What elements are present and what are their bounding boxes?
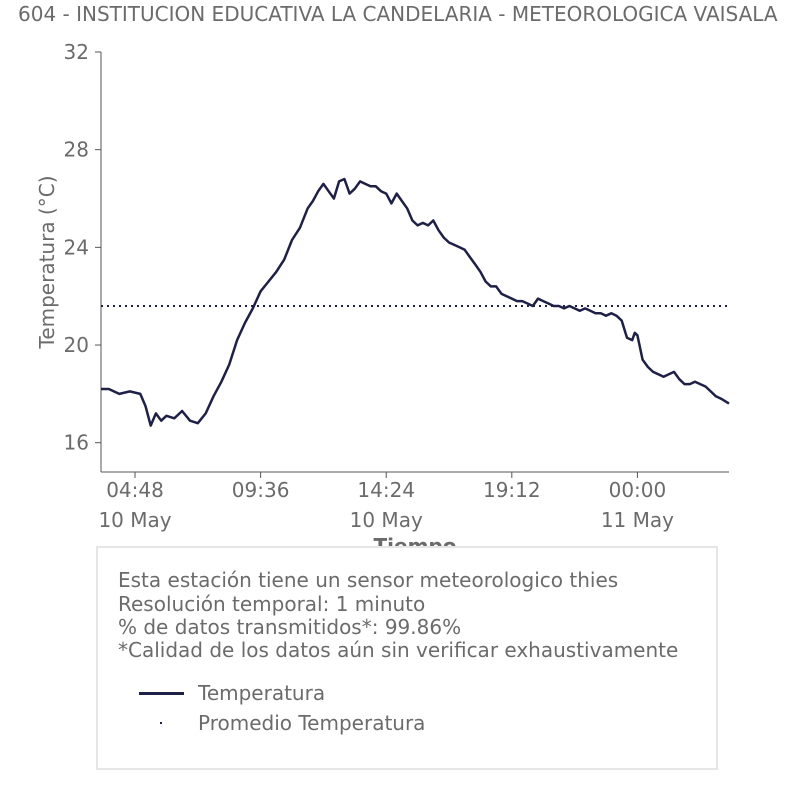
y-tick-label: 20: [64, 333, 89, 357]
x-tick-date-label: 11 May: [601, 508, 674, 532]
x-tick-label: 04:48: [106, 478, 164, 502]
y-tick-label: 28: [64, 138, 89, 162]
x-tick-label: 00:00: [609, 478, 667, 502]
y-tick-label: 24: [64, 235, 89, 259]
info-box: Esta estación tiene un sensor meteorolog…: [96, 546, 718, 770]
y-tick-label: 16: [64, 431, 89, 455]
y-axis-label: Temperatura (°C): [35, 175, 59, 349]
info-transmitted-text: % de datos transmitidos*: 99.86%: [118, 615, 462, 639]
info-resolution-text: Resolución temporal: 1 minuto: [118, 592, 426, 616]
legend-label-promedio: Promedio Temperatura: [198, 711, 426, 735]
info-sensor-text: Esta estación tiene un sensor meteorolog…: [118, 568, 619, 592]
x-tick-date-label: 10 May: [350, 508, 423, 532]
legend-line-swatch: [139, 692, 184, 695]
legend-label-temperatura: Temperatura: [198, 681, 326, 705]
x-tick-label: 09:36: [232, 478, 290, 502]
axes: [100, 52, 729, 473]
x-tick-date-label: 10 May: [98, 508, 171, 532]
x-ticks: 04:48 10 May 09:36 14:24 10 May 19:12 00:00 11 …: [98, 472, 674, 532]
x-tick-label: 19:12: [483, 478, 541, 502]
x-tick-label: 14:24: [357, 478, 415, 502]
y-ticks: 16 20 24 28 32: [64, 40, 101, 455]
info-quality-note: *Calidad de los datos aún sin verificar …: [118, 638, 679, 662]
legend-dot-swatch: [160, 722, 162, 724]
y-tick-label: 32: [64, 40, 89, 64]
chart-title: 604 - INSTITUCION EDUCATIVA LA CANDELARI…: [18, 2, 778, 26]
series-line-temperatura: [101, 177, 730, 427]
temperature-chart: 16 20 24 28 32 04:48 10 May 09:36 14:24 10 May 19…: [35, 40, 730, 558]
